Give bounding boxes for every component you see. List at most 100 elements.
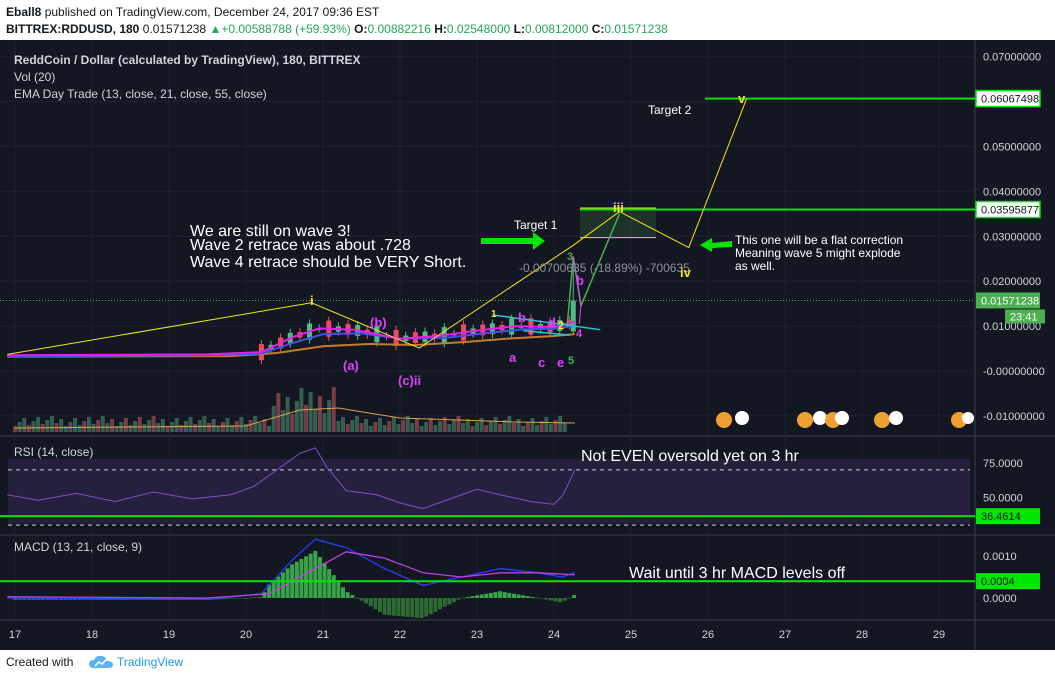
volume-bar [424, 422, 429, 432]
price-axis[interactable]: 0.070000000.060000000.050000000.04000000… [9, 52, 1045, 641]
macd-histogram-bar [253, 597, 258, 598]
event-badges[interactable] [716, 411, 974, 428]
macd-histogram-bar [248, 597, 253, 599]
up-arrow-icon: ▲ [209, 22, 222, 36]
volume-bar [68, 422, 73, 432]
volume-bar [451, 420, 456, 432]
volume-bar [368, 426, 373, 432]
wave-label-b: b [518, 310, 526, 325]
macd-histogram-bar [562, 598, 567, 601]
target2-label: Target 2 [648, 103, 692, 117]
chart-area[interactable]: 0.070000000.060000000.050000000.04000000… [0, 40, 1055, 650]
rsi-band [8, 459, 970, 524]
volume-bar [498, 424, 503, 432]
volume-bar [179, 425, 184, 432]
wave-label-v: v [738, 91, 746, 106]
macd-histogram-bar [36, 598, 41, 601]
macd-histogram-bar [262, 592, 267, 598]
close-value: 0.01571238 [604, 22, 668, 36]
volume-bar [401, 420, 406, 432]
macd-histogram-bar [26, 598, 31, 601]
wave-label-2: 2 [558, 320, 564, 332]
macd-histogram-bar [567, 597, 572, 599]
time-tick-label: 25 [625, 629, 637, 641]
macd-histogram-bar [553, 598, 558, 602]
macd-histogram-bar [244, 597, 248, 599]
volume-bar [456, 416, 461, 432]
volume-ma-line [14, 407, 575, 429]
ema-fast-line [7, 320, 576, 357]
macd-histogram-bar [572, 595, 577, 598]
close-label: C: [591, 22, 605, 36]
volume-bar [271, 406, 276, 432]
price-badge: 0.03595877 [981, 205, 1039, 217]
measure-label: -0.00700635 (-18.89%) -700635 [519, 261, 690, 275]
author-link[interactable]: Eball8 [6, 5, 42, 19]
flat-note-1: This one will be a flat correction [735, 233, 903, 247]
volume-bar [225, 418, 230, 432]
macd-histogram-bar [257, 597, 262, 598]
price-tick-label: 0.04000000 [983, 186, 1041, 198]
macd-histogram-bar [465, 596, 470, 598]
macd-histogram-bar [539, 598, 544, 599]
ema-legend: EMA Day Trade (13, close, 21, close, 55,… [14, 87, 267, 101]
volume-bar [345, 424, 350, 432]
macd-histogram-bar [544, 598, 549, 600]
volume-bar [151, 416, 156, 432]
volume-bar [521, 426, 526, 432]
price-badge: 0.06067498 [981, 94, 1039, 106]
rsi-badge-bg [976, 508, 1040, 525]
volume-bar [91, 424, 96, 432]
volume-bar [100, 416, 105, 432]
macd-histogram-bar [341, 587, 346, 598]
volume-bar [285, 397, 290, 432]
macd-histogram-bar [40, 598, 45, 601]
macd-histogram-bar [239, 598, 244, 599]
macd-histogram-bar [530, 596, 535, 598]
volume-bar [317, 396, 322, 432]
tradingview-cloud-icon[interactable] [88, 654, 114, 670]
volume-bar [341, 417, 346, 432]
macd-histogram-bar [493, 592, 498, 598]
volume-bar [193, 424, 198, 432]
wedge-upper-line [492, 314, 601, 331]
time-tick-label: 29 [933, 629, 945, 641]
macd-histogram-bar [13, 598, 17, 601]
price-tick-label: 0.02000000 [983, 276, 1041, 288]
volume-bar [391, 417, 396, 432]
macd-histogram-bar [405, 598, 410, 617]
tradingview-link[interactable]: TradingView [117, 655, 184, 669]
chart-svg[interactable]: 0.070000000.060000000.050000000.04000000… [0, 40, 1055, 650]
macd-histogram-bar [345, 592, 350, 598]
price-badge-outline [975, 200, 1041, 219]
event-badge-icon[interactable] [716, 411, 749, 428]
rsi-note: Not EVEN oversold yet on 3 hr [581, 448, 800, 465]
event-badge-icon[interactable] [951, 412, 974, 428]
macd-histogram-bar [414, 598, 419, 618]
price-badge-bg [976, 90, 1040, 107]
macd-histogram-bar [350, 595, 355, 598]
price-change: +0.00588788 (+59.93%) [221, 22, 351, 36]
time-tick-label: 26 [702, 629, 714, 641]
volume-bar [146, 420, 151, 432]
macd-note: Wait until 3 hr MACD levels off [629, 565, 846, 582]
volume-bar [544, 417, 549, 432]
volume-bar [230, 425, 235, 432]
event-badge-icon[interactable] [797, 411, 849, 428]
volume-bar [36, 417, 41, 432]
volume-bar [373, 422, 378, 432]
volume-bar [110, 419, 115, 432]
wave-label-5: 5 [568, 355, 574, 367]
volume-bar [359, 423, 364, 432]
volume-bar [220, 422, 225, 432]
wave-label-iv: iv [680, 265, 692, 280]
footer: Created with TradingView [0, 650, 1055, 679]
b-wave-path [572, 256, 582, 324]
volume-bar [248, 420, 253, 432]
volume-bar [308, 392, 313, 432]
macd-histogram-bar [299, 559, 304, 598]
volume-bar [438, 421, 443, 432]
price-tick-label: 0.01000000 [983, 321, 1041, 333]
event-badge-icon[interactable] [874, 411, 903, 428]
volume-bar [387, 421, 392, 432]
